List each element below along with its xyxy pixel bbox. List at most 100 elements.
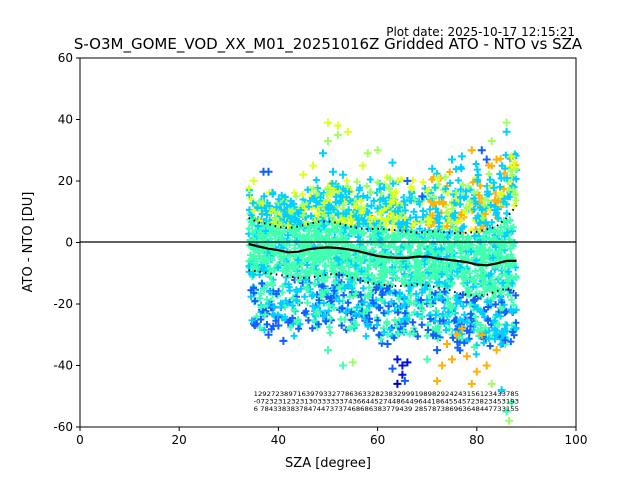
scatter-point	[272, 214, 280, 222]
scatter-point	[337, 315, 345, 323]
scatter-point	[465, 182, 472, 190]
scatter-point	[345, 282, 352, 290]
scatter-point	[441, 237, 449, 245]
scatter-point	[320, 277, 328, 285]
scatter-point	[312, 190, 320, 198]
scatter-point	[472, 350, 480, 358]
scatter-point	[446, 305, 454, 313]
scatter-point	[275, 195, 283, 203]
chart-title: S-O3M_GOME_VOD_XX_M01_20251016Z Gridded …	[74, 35, 583, 54]
scatter-point	[376, 185, 384, 193]
scatter-point	[462, 203, 470, 211]
scatter-point	[388, 158, 397, 167]
scatter-point	[503, 228, 511, 236]
scatter-point	[473, 250, 480, 258]
scatter-point	[465, 328, 473, 336]
scatter-point	[424, 326, 432, 334]
scatter-point	[510, 201, 518, 209]
scatter-point	[494, 321, 501, 328]
scatter-point	[382, 217, 389, 225]
scatter-point	[463, 319, 471, 327]
scatter-point	[454, 176, 462, 184]
scatter-point	[346, 293, 354, 301]
scatter-point	[354, 216, 362, 224]
scatter-point	[309, 302, 317, 310]
scatter-point	[481, 313, 488, 321]
scatter-point	[275, 229, 283, 237]
scatter-point	[299, 170, 308, 179]
scatter-point	[419, 178, 427, 186]
scatter-point	[505, 416, 513, 425]
scatter-point	[456, 200, 464, 208]
scatter-point	[423, 187, 431, 195]
scatter-point	[363, 307, 371, 315]
scatter-point	[389, 180, 397, 188]
scatter-point	[251, 258, 259, 266]
scatter-point	[409, 239, 417, 247]
scatter-point	[421, 273, 429, 281]
x-tick-label: 20	[172, 433, 187, 447]
scatter-point	[289, 302, 297, 309]
scatter-point	[453, 219, 461, 227]
scatter-point	[388, 298, 395, 306]
scatter-point	[472, 256, 480, 264]
scatter-point	[478, 206, 486, 214]
scatter-point	[386, 198, 394, 206]
scatter-point	[483, 298, 491, 306]
scatter-point	[311, 269, 318, 277]
scatter-point	[377, 215, 385, 223]
scatter-point	[368, 272, 376, 279]
scatter-point	[303, 285, 311, 293]
scatter-point	[303, 299, 311, 307]
scatter-point	[461, 311, 468, 319]
scatter-point	[334, 183, 342, 191]
scatter-point	[403, 358, 412, 367]
scatter-point	[498, 243, 506, 251]
scatter-point	[458, 224, 466, 232]
scatter-point	[433, 376, 442, 385]
scatter-point	[510, 163, 518, 171]
scatter-point	[266, 265, 274, 272]
scatter-point	[330, 287, 338, 295]
scatter-point	[279, 336, 288, 345]
scatter-point	[357, 197, 365, 205]
scatter-point	[444, 298, 452, 306]
scatter-point	[264, 330, 273, 339]
scatter-point	[491, 279, 499, 287]
scatter-point	[443, 268, 451, 276]
scatter-point	[418, 192, 427, 201]
scatter-point	[304, 272, 312, 280]
scatter-point	[469, 283, 477, 291]
scatter-point	[472, 367, 481, 376]
scatter-point	[364, 323, 372, 330]
scatter-point	[315, 208, 323, 216]
scatter-point	[448, 355, 456, 364]
scatter-point	[456, 316, 464, 324]
scatter-point	[400, 197, 408, 205]
scatter-point	[303, 279, 311, 287]
scatter-point	[262, 227, 269, 235]
scatter-point	[487, 137, 496, 145]
scatter-point	[309, 291, 317, 299]
scatter-point	[297, 260, 305, 268]
scatter-point	[385, 243, 393, 251]
scatter-point	[294, 256, 302, 264]
scatter-point	[489, 294, 497, 302]
scatter-point	[466, 300, 474, 308]
scatter-point	[416, 302, 424, 310]
scatter-point	[457, 324, 466, 333]
scatter-point	[494, 197, 502, 205]
scatter-point	[247, 251, 254, 259]
scatter-point	[477, 271, 485, 279]
scatter-point	[249, 229, 256, 237]
scatter-point	[324, 286, 331, 294]
scatter-point	[336, 237, 344, 245]
scatter-point	[452, 263, 460, 271]
scatter-point	[443, 340, 451, 348]
scatter-point	[392, 188, 400, 196]
scatter-point	[278, 191, 286, 199]
scatter-point	[320, 189, 328, 197]
scatter-point	[501, 232, 509, 240]
scatter-point	[495, 274, 503, 281]
scatter-point	[507, 251, 515, 259]
